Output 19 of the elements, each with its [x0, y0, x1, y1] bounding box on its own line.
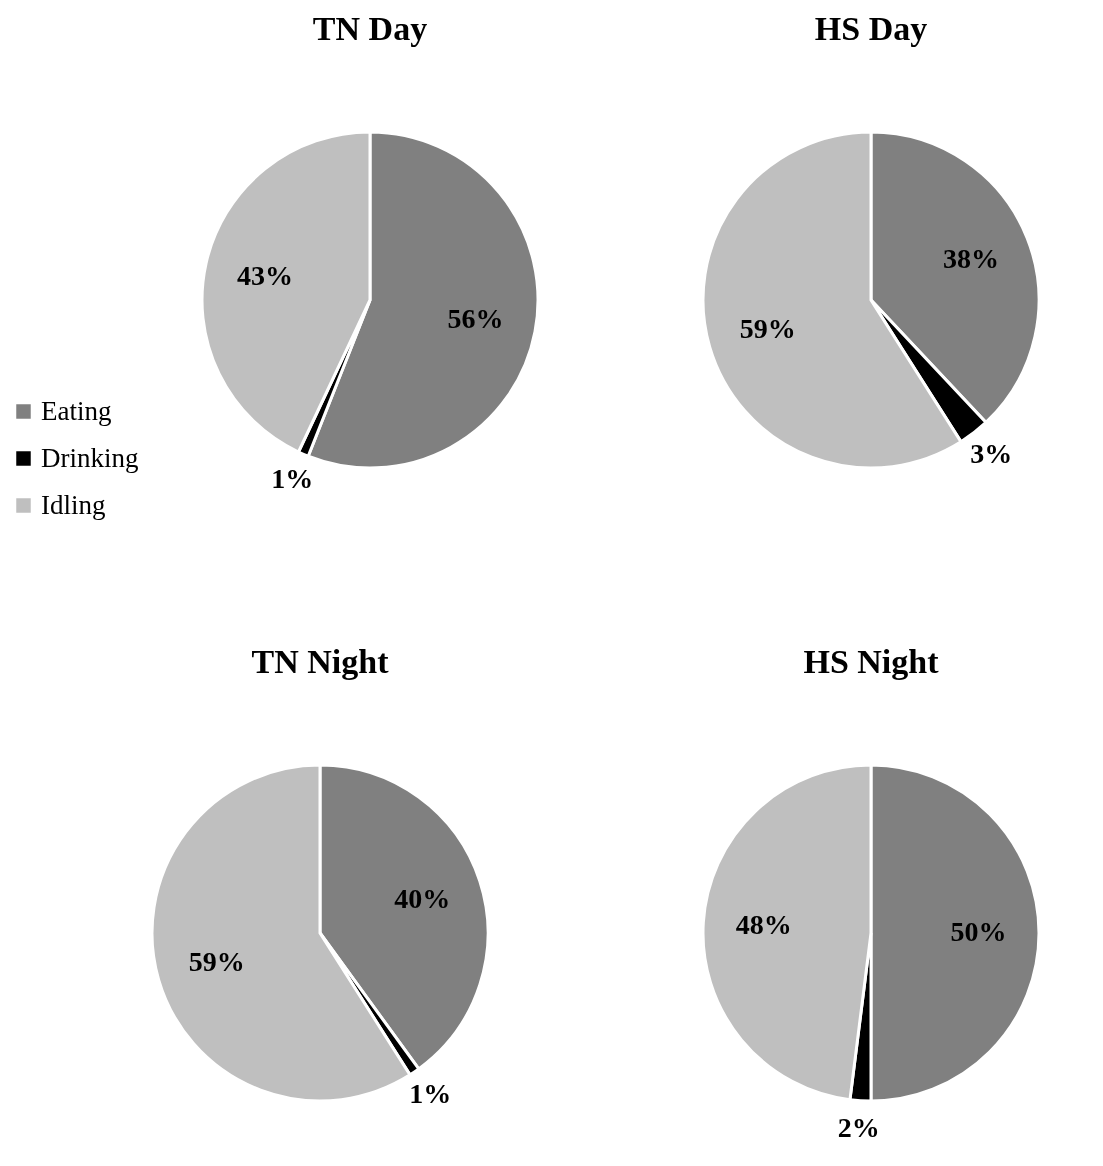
- data-label: 59%: [739, 313, 796, 344]
- chart-title: HS Night: [803, 643, 940, 680]
- legend-label: Eating: [41, 395, 112, 426]
- data-label: 1%: [409, 1078, 452, 1110]
- data-label: 3%: [970, 437, 1013, 469]
- chart-title: TN Night: [251, 643, 390, 680]
- data-label: 56%: [447, 303, 504, 335]
- data-label: 2%: [837, 1111, 880, 1143]
- chart-title: TN Day: [312, 10, 428, 47]
- data-label: 50%: [950, 916, 1007, 947]
- data-label: 43%: [237, 259, 294, 291]
- data-label: 40%: [394, 882, 451, 914]
- data-label: 1%: [271, 462, 314, 494]
- data-label: 59%: [188, 946, 245, 977]
- chart-title: HS Day: [814, 10, 928, 47]
- data-label: 48%: [735, 909, 792, 941]
- data-label: 38%: [942, 243, 999, 275]
- legend-label: Idling: [41, 489, 106, 520]
- legend-label: Drinking: [41, 442, 139, 473]
